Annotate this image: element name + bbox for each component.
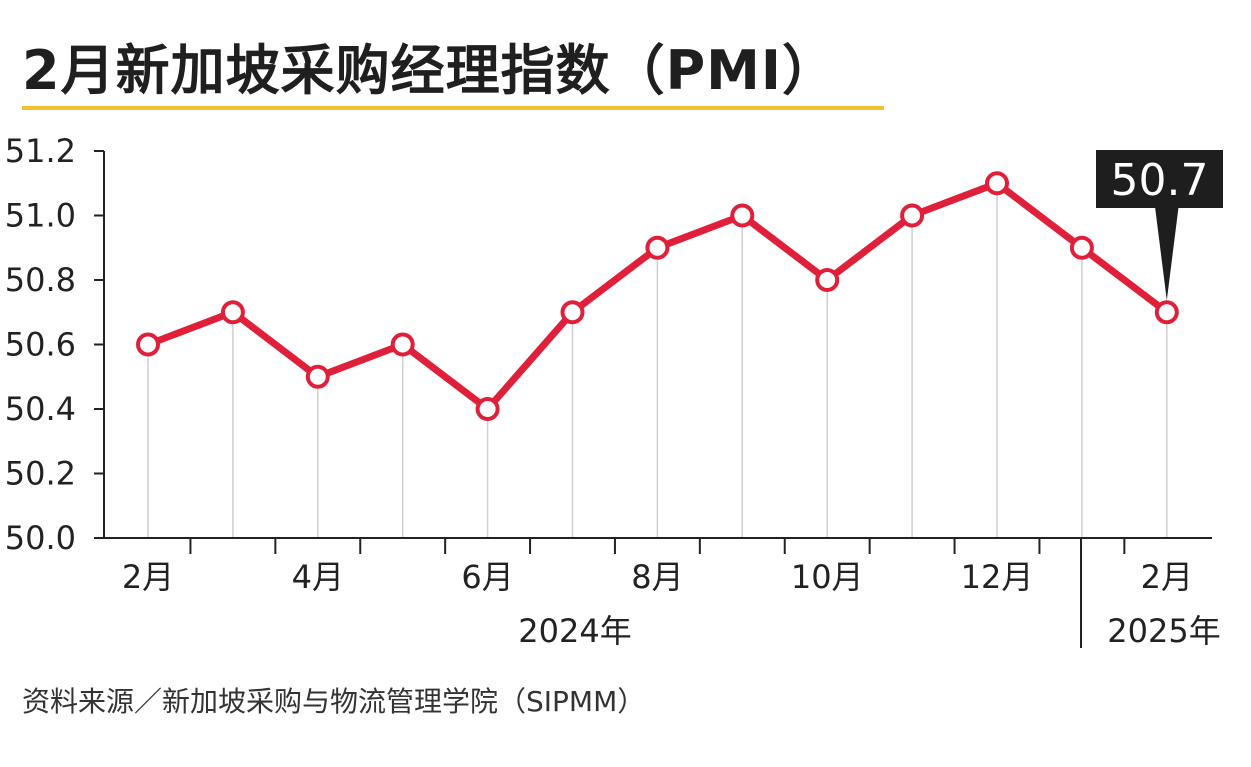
data-point [305, 364, 330, 389]
y-tick-label: 50.6 [5, 326, 76, 364]
x-tick-label: 12月 [961, 558, 1034, 596]
data-point [730, 203, 755, 228]
data-point [475, 397, 500, 421]
data-point [900, 203, 925, 228]
x-tick-label: 10月 [791, 558, 864, 596]
chart-title: 2月新加坡采购经理指数（PMI） [22, 39, 837, 102]
x-tick-label: 8月 [631, 558, 683, 596]
data-point [985, 171, 1009, 196]
data-point [390, 332, 415, 357]
y-tick-label: 50.4 [5, 390, 76, 428]
y-tick-label: 50.8 [5, 261, 76, 299]
callout-value: 50.7 [1111, 155, 1209, 206]
year-label-2025: 2025年 [1107, 612, 1220, 650]
callout-pointer [1154, 205, 1179, 301]
y-tick-label: 50.0 [5, 519, 76, 557]
x-tick-label: 6月 [461, 558, 513, 596]
x-tick-label: 2月 [1141, 558, 1193, 596]
data-point [1069, 235, 1094, 260]
year-label-2024: 2024年 [518, 612, 631, 650]
source-note: 资料来源／新加坡采购与物流管理学院（SIPMM） [22, 685, 646, 718]
x-tick-label: 2月 [122, 558, 174, 596]
data-point [1154, 300, 1179, 325]
data-point [560, 300, 585, 325]
title-underline [22, 106, 884, 110]
data-point [645, 235, 670, 260]
data-point [136, 332, 160, 357]
y-tick-label: 50.2 [5, 455, 76, 493]
x-tick-label: 4月 [292, 558, 344, 596]
y-tick-label: 51.2 [5, 132, 76, 170]
data-point [220, 300, 245, 325]
callout-box [1096, 150, 1223, 208]
data-point [815, 268, 840, 292]
y-tick-label: 51.0 [5, 197, 76, 235]
